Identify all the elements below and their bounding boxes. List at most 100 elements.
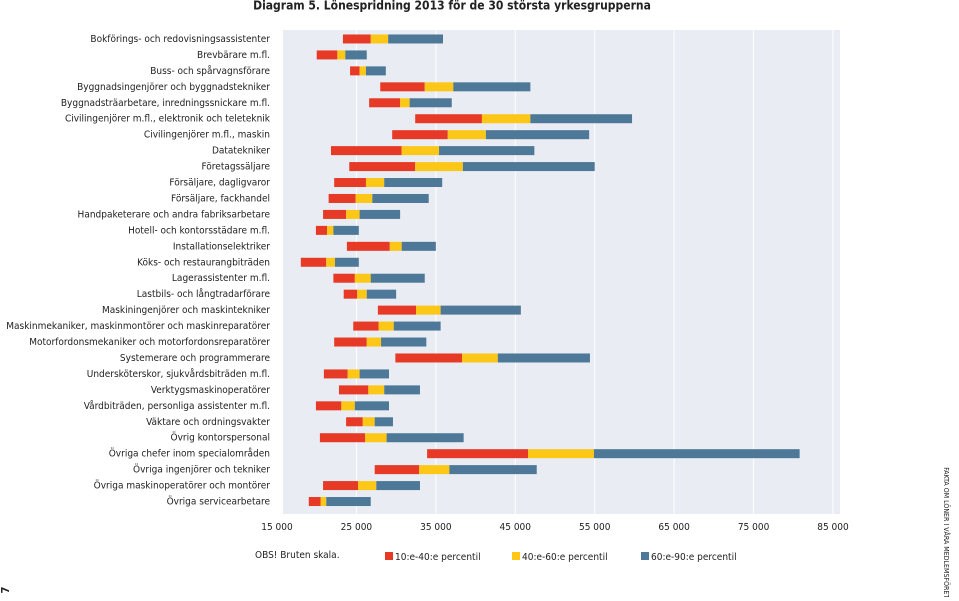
y-tick-label: Systemerare och programmerare xyxy=(120,353,271,364)
page-number: 7 xyxy=(0,586,12,593)
y-tick-label: Lagerassistenter m.fl. xyxy=(172,273,270,284)
y-tick-label: Installationselektriker xyxy=(173,241,270,252)
chart-title: Diagram 5. Lönespridning 2013 för de 30 … xyxy=(253,0,651,13)
bar-segment xyxy=(319,433,366,443)
bar-segment xyxy=(392,130,448,140)
bar-segment xyxy=(453,82,531,92)
bar-segment xyxy=(358,481,377,491)
bar-segment xyxy=(323,209,347,219)
x-tick-label: 65 000 xyxy=(658,522,690,533)
bar-segment xyxy=(381,337,427,347)
bar-segment xyxy=(369,98,401,108)
bar-segment xyxy=(380,82,425,92)
bar-segment xyxy=(384,385,420,395)
bar-segment xyxy=(346,241,390,251)
bar-segment xyxy=(355,193,373,203)
y-tick-label: Vårdbiträden, personliga assistenter m.f… xyxy=(84,399,270,412)
bar-segment xyxy=(323,481,359,491)
bar-segment xyxy=(359,369,389,379)
bar-segment xyxy=(334,337,367,347)
bar-segment xyxy=(401,241,436,251)
y-tick-label: Övrig kontorspersonal xyxy=(171,431,271,444)
y-tick-label: Försäljare, fackhandel xyxy=(171,193,270,204)
bar-segment xyxy=(316,50,338,60)
bar-segment xyxy=(366,289,397,299)
bar-segment xyxy=(341,401,355,411)
x-tick-label: 35 000 xyxy=(420,522,452,533)
y-tick-label: Undersköterskor, sjukvårdsbiträden m.fl. xyxy=(87,367,270,380)
bar-segment xyxy=(315,401,342,411)
y-tick-label: Handpaketerare och andra fabriksarbetare xyxy=(78,209,271,220)
x-tick-label: 75 000 xyxy=(738,522,770,533)
bar-segment xyxy=(376,481,420,491)
bar-segment xyxy=(338,385,369,395)
bar-segment xyxy=(308,497,321,507)
bar-segment xyxy=(393,321,441,331)
bar-segment xyxy=(354,273,371,283)
x-tick-label: 45 000 xyxy=(500,522,532,533)
bar-segment xyxy=(347,369,360,379)
bar-segment xyxy=(345,50,367,60)
y-tick-label: Byggnadsingenjörer och byggnadstekniker xyxy=(77,82,270,93)
y-tick-label: Bokförings- och redovisningsassistenter xyxy=(90,34,270,45)
y-tick-label: Övriga ingenjörer och tekniker xyxy=(133,463,270,476)
bar-segment xyxy=(449,465,537,475)
legend-label: 40:e-60:e percentil xyxy=(522,552,608,563)
bar-segment xyxy=(372,193,429,203)
bar-segment xyxy=(323,369,348,379)
y-tick-label: Maskinmekaniker, maskinmontörer och mask… xyxy=(6,321,270,332)
bar-segment xyxy=(300,257,327,267)
y-tick-label: Övriga maskinoperatörer och montörer xyxy=(94,479,271,492)
y-tick-label: Civilingenjörer m.fl., elektronik och te… xyxy=(65,114,271,125)
bar-segment xyxy=(593,449,800,459)
bar-segment xyxy=(370,273,425,283)
y-tick-label: Övriga chefer inom specialområden xyxy=(109,447,270,460)
bar-segment xyxy=(359,209,401,219)
bar-segment xyxy=(388,34,444,44)
bar-segment xyxy=(342,34,371,44)
legend-swatch xyxy=(512,552,520,560)
bar-segment xyxy=(337,50,346,60)
y-tick-label: Brevbärare m.fl. xyxy=(197,50,270,61)
bar-segment xyxy=(378,321,394,331)
bar-segment xyxy=(357,289,367,299)
x-tick-label: 15 000 xyxy=(261,522,293,533)
bar-segment xyxy=(365,178,385,188)
bar-segment xyxy=(346,209,360,219)
bar-segment xyxy=(362,417,375,427)
y-tick-label: Köks- och restaurangbiträden xyxy=(137,257,270,268)
bar-segment xyxy=(333,273,355,283)
bar-segment xyxy=(343,289,358,299)
bar-segment xyxy=(327,225,334,235)
bar-segment xyxy=(354,401,389,411)
bar-segment xyxy=(527,449,594,459)
y-tick-label: Företagssäljare xyxy=(201,162,270,173)
bar-segment xyxy=(353,321,379,331)
y-tick-label: Datatekniker xyxy=(212,146,270,157)
y-tick-label: Lastbils- och långtradarförare xyxy=(137,287,271,300)
x-tick-label: 85 000 xyxy=(817,522,849,533)
bar-segment xyxy=(400,98,410,108)
bar-segment xyxy=(320,497,327,507)
bar-segment xyxy=(462,353,498,363)
bar-segment xyxy=(368,385,385,395)
bar-segment xyxy=(333,225,359,235)
y-tick-label: Buss- och spårvagnsförare xyxy=(150,64,270,77)
bar-segment xyxy=(374,417,393,427)
bar-segment xyxy=(416,305,441,315)
bar-segment xyxy=(485,130,590,140)
bar-segment xyxy=(440,305,521,315)
bar-segment xyxy=(424,82,454,92)
bar-segment xyxy=(384,178,443,188)
bar-segment xyxy=(409,98,452,108)
y-tick-label: Maskiningenjörer och maskintekniker xyxy=(102,305,270,316)
bar-segment xyxy=(415,114,482,124)
bar-segment xyxy=(377,305,416,315)
bar-segment xyxy=(419,465,450,475)
legend-swatch xyxy=(385,552,393,560)
y-tick-label: Civilingenjörer m.fl., maskin xyxy=(144,130,270,141)
legend-label: 60:e-90:e percentil xyxy=(651,552,737,563)
y-tick-label: Motorfordonsmekaniker och motorfordonsre… xyxy=(29,337,270,348)
bar-segment xyxy=(374,465,420,475)
bar-segment xyxy=(334,257,359,267)
